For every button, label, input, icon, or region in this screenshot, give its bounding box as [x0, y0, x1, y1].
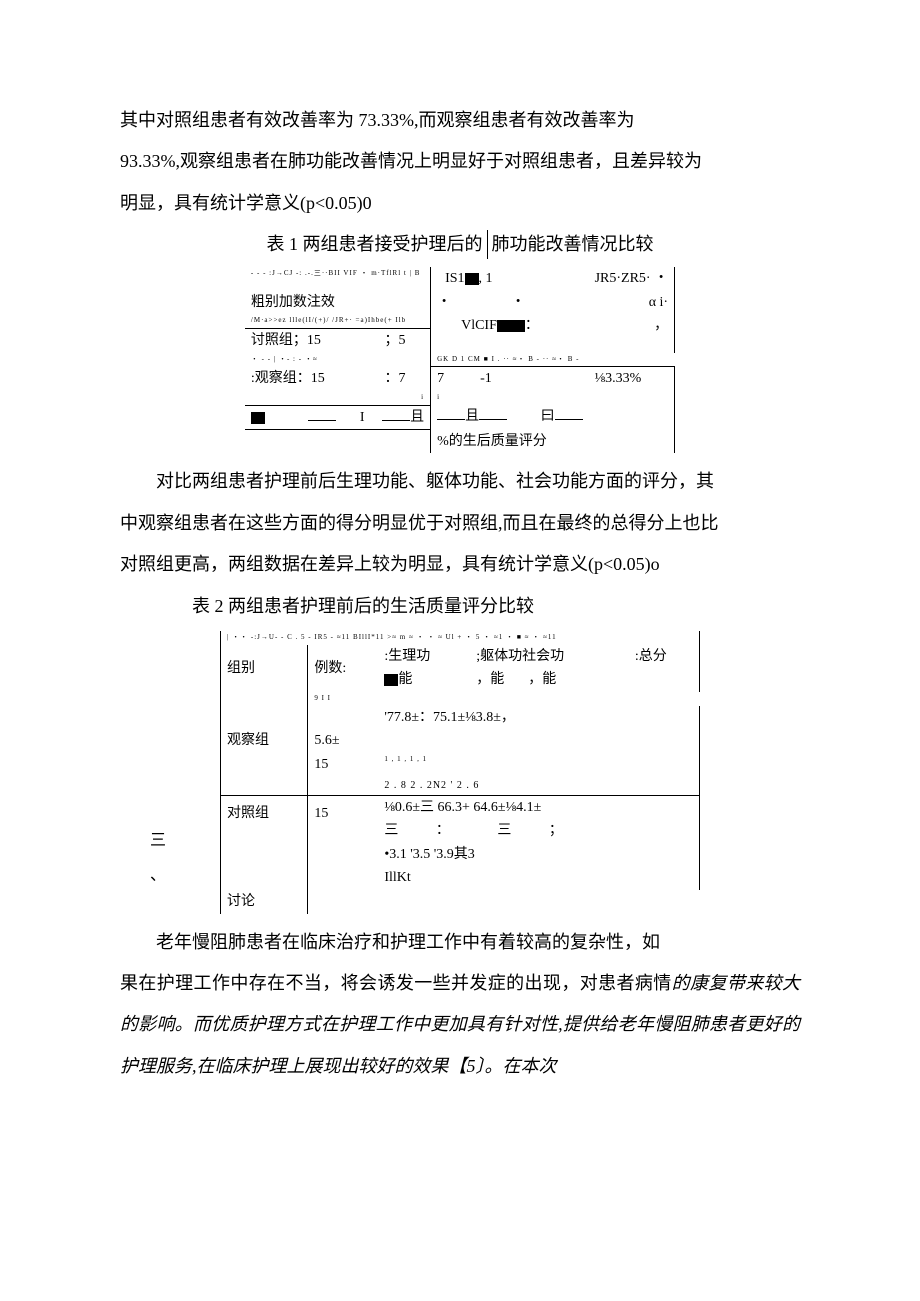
t2-g1: 9 I I: [308, 692, 700, 706]
t2-h-a2: 能: [398, 672, 412, 687]
t1-r1d: ：: [525, 318, 539, 333]
black-square-icon: [251, 412, 265, 424]
black-square-icon: [384, 674, 398, 686]
t1-gmm: ・ - - | ・- : - ・≈: [245, 353, 431, 367]
t2-r1-n2: 15: [308, 753, 378, 777]
t1-r0c: ・: [511, 295, 525, 310]
t2-h-b: ;躯体功: [476, 649, 522, 664]
t1-r3d: 且: [410, 410, 424, 425]
t1-r3e: 且: [465, 409, 479, 424]
paragraph-1-line-3: 明显，具有统计学意义(p<0.05)0: [120, 183, 800, 224]
side-a: 三: [150, 823, 166, 858]
t2-r2-b2: ：: [436, 823, 450, 838]
t1-g1: /M·a>>ez llle(lI/(+)/ /JR+· =a)Ihbe(+ Il…: [245, 314, 431, 328]
t1-r0a: 粗别加数注效: [245, 291, 431, 315]
t1-r3c: I: [360, 410, 365, 425]
t2-h-b2: ，能: [476, 672, 504, 687]
t1-r2b: ：7: [378, 367, 430, 391]
underscore-mark: [437, 409, 465, 420]
t1-r0d: α i·: [589, 291, 675, 315]
t2-r2-n: 15: [308, 795, 378, 890]
table-1-title: 表 1 两组患者接受护理后的 肺功能改善情况比较: [120, 230, 800, 259]
paragraph-2-line-1: 对比两组患者护理前后生理功能、躯体功能、社会功能方面的评分，其: [120, 461, 800, 502]
t2-r1-g: 1 , 1 , 1 , 1: [378, 753, 699, 777]
t1-r2d: -1: [480, 371, 492, 386]
underscore-mark: [479, 409, 507, 420]
t2-r2-c: 64.6±⅛4.1±: [473, 800, 541, 815]
t2-r2-l4: IllKt: [378, 866, 699, 890]
black-square-icon: [465, 273, 479, 285]
t2-h-a: :生理功: [378, 645, 470, 669]
t1-garble-0a: - - - :J→CJ -: .-.三··BII VIF ・ m·TflRl t…: [245, 267, 431, 291]
paragraph-1-line-1: 其中对照组患者有效改善率为 73.33%,而观察组患者有效改善率为: [120, 100, 800, 141]
t1-r1e: ，: [589, 314, 675, 352]
table-2-title: 表 2 两组患者护理前后的生活质量评分比较: [120, 586, 800, 627]
paragraph-3-line-2: 果在护理工作中存在不当，将会诱发一些并发症的出现，对患者病情的康复带来较大的影响…: [120, 963, 800, 1087]
t2-discuss: 讨论: [221, 890, 308, 914]
t2-g0: | ・・ -:J→U- - C . 5 - IR5 - ≈11 BIllI*11…: [221, 631, 700, 645]
table-1: - - - :J→CJ -: .-.三··BII VIF ・ m·TflRl t…: [245, 267, 675, 453]
t2-h-n: 例数:: [308, 645, 378, 692]
table-1-title-right: 肺功能改善情况比较: [487, 230, 658, 259]
t1-foot: %的生后质量评分: [431, 430, 675, 454]
t1-g0d: JR5·ZR5· ・: [589, 267, 675, 291]
t1-r1a: 讨照组；15: [245, 328, 379, 352]
side-marks: 三 、: [150, 823, 166, 893]
t1-r2c: 7: [437, 371, 444, 386]
t2-r2-c2: 三: [497, 823, 511, 838]
t1-r3f: 曰: [541, 409, 555, 424]
side-b: 、: [150, 858, 166, 893]
p8-normal: 果在护理工作中存在不当，将会诱发一些并发症的出现，对患者病情: [120, 973, 672, 993]
t1-g3a: i: [245, 391, 431, 405]
t1-g0b: IS1: [445, 271, 464, 286]
paragraph-1-line-2: 93.33%,观察组患者在肺功能改善情况上明显好于对照组患者，且差异较为: [120, 141, 800, 182]
black-square-icon: [511, 320, 525, 332]
underscore-mark: [308, 410, 336, 421]
table-2: | ・・ -:J→U- - C . 5 - IR5 - ≈11 BIllI*11…: [220, 631, 700, 914]
t2-r2-group: 对照组: [221, 795, 308, 890]
t1-r2a: :观察组：15: [245, 367, 379, 391]
t1-r1c: VlCIF: [461, 318, 497, 333]
underscore-mark: [555, 409, 583, 420]
underscore-mark: [382, 410, 410, 421]
t2-h-group: 组别: [221, 645, 308, 692]
t2-h-total: :总分: [629, 645, 700, 669]
black-square-icon: [497, 320, 511, 332]
t1-g2: GK D 1 CM ■ I . ·· ≈・ B - ·· ≈・ B -: [431, 353, 675, 367]
paragraph-2-line-2: 中观察组患者在这些方面的得分明显优于对照组,而且在最终的总得分上也比: [120, 503, 800, 544]
t2-r1-tail: 2 . 8 2 . 2N2 ' 2 . 6: [378, 777, 699, 796]
t2-r1-lead: '77.8±：75.1±⅛3.8±，: [378, 706, 699, 730]
t2-r1-group: 观察组: [221, 729, 308, 753]
t1-r0b: ・: [437, 295, 451, 310]
table-1-title-left: 表 1 两组患者接受护理后的: [263, 230, 488, 259]
paragraph-2-line-3: 对照组更高，两组数据在差异上较为明显，具有统计学意义(p<0.05)o: [120, 544, 800, 585]
paragraph-3-line-1: 老年慢阻肺患者在临床治疗和护理工作中有着较高的复杂性，如: [120, 922, 800, 963]
t1-g3b: i: [431, 391, 675, 405]
t2-r2-b: 66.3+: [438, 800, 470, 815]
t2-r1-n: 5.6±: [308, 729, 378, 753]
t2-h-c: 社会功: [522, 649, 564, 664]
t2-r2-l3: •3.1 '3.5 '3.9其3: [378, 843, 699, 867]
page: 其中对照组患者有效改善率为 73.33%,而观察组患者有效改善率为 93.33%…: [0, 0, 920, 1147]
t2-r2-a2: 三: [384, 823, 398, 838]
t1-g0c: , 1: [479, 271, 493, 286]
t1-r2e: ⅛3.33%: [589, 367, 675, 391]
t1-r1b: ；5: [378, 328, 430, 352]
t2-h-c2: ，能: [528, 672, 556, 687]
t2-r2-a: ⅛0.6±三: [384, 800, 434, 815]
t2-r2-d2: ；: [549, 823, 563, 838]
